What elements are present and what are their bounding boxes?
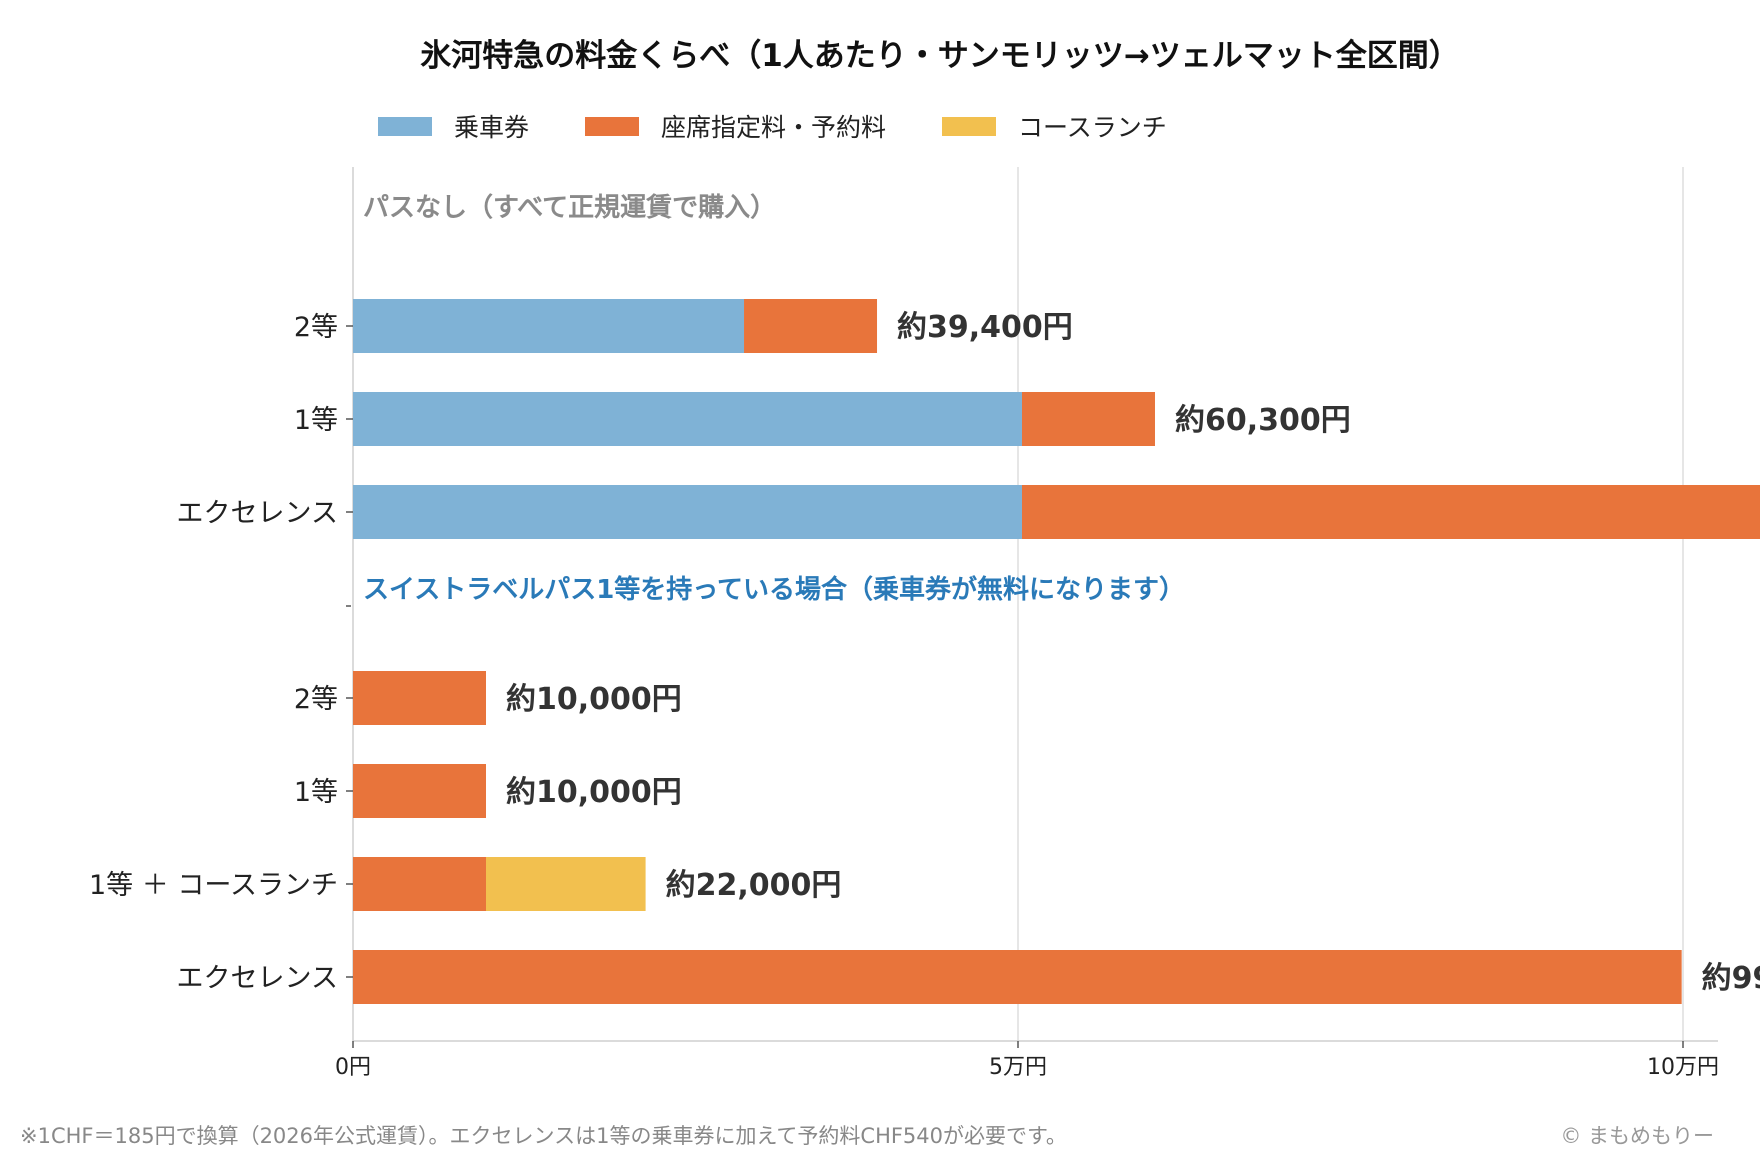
- group-heading-1: スイストラベルパス1等を持っている場合（乗車券が無料になります）: [363, 574, 1185, 605]
- legend-swatch-ticket: [378, 116, 432, 136]
- credit: © まもめもりー: [1560, 1124, 1714, 1148]
- total-label-0-0: 約39,400円: [897, 310, 1073, 345]
- category-label-0-0: 2等: [294, 312, 338, 343]
- legend: 乗車券 座席指定料・予約料 コースランチ: [378, 108, 1223, 144]
- bar-segment-reservation-1-2: [353, 857, 486, 911]
- bar-segment-reservation-0-1: [1021, 392, 1155, 446]
- total-label-1-0: 約10,000円: [506, 682, 682, 717]
- x-tick-label-2: 10万円: [1647, 1055, 1719, 1080]
- bar-segment-ticket-0-1: [353, 392, 1022, 446]
- bar-segment-ticket-0-2: [353, 485, 1022, 539]
- legend-label-ticket: 乗車券: [454, 113, 530, 142]
- total-label-1-2: 約22,000円: [666, 868, 842, 903]
- total-label-1-1: 約10,000円: [506, 775, 682, 810]
- x-tick-label-1: 5万円: [989, 1055, 1047, 1080]
- bar-segment-reservation-0-2: [1021, 485, 1760, 539]
- category-label-1-2: 1等 ＋ コースランチ: [89, 870, 338, 901]
- chart-title: 氷河特急の料金くらべ（1人あたり・サンモリッツ→ツェルマット全区間）: [420, 38, 1460, 74]
- legend-item-reservation: 座席指定料・予約料: [585, 108, 886, 144]
- bar-segment-reservation-1-3: [353, 950, 1682, 1004]
- category-label-1-3: エクセレンス: [177, 963, 338, 994]
- bar-segment-reservation-0-0: [744, 299, 878, 353]
- group-heading-0: パスなし（すべて正規運賃で購入）: [363, 193, 776, 223]
- legend-item-ticket: 乗車券: [378, 108, 529, 144]
- total-label-0-1: 約60,300円: [1175, 403, 1351, 438]
- legend-item-lunch: コースランチ: [942, 108, 1167, 144]
- bar-segment-ticket-0-0: [353, 299, 745, 353]
- bar-segment-reservation-1-1: [353, 764, 486, 818]
- legend-label-reservation: 座席指定料・予約料: [661, 113, 887, 142]
- category-label-0-2: エクセレンス: [177, 498, 338, 529]
- category-label-1-0: 2等: [294, 684, 338, 715]
- category-label-0-1: 1等: [294, 405, 338, 436]
- legend-swatch-reservation: [585, 116, 640, 136]
- bar-segment-lunch-1-2: [486, 857, 646, 911]
- bar-segment-reservation-1-0: [353, 671, 486, 725]
- x-tick-label-0: 0円: [335, 1055, 371, 1080]
- category-label-1-1: 1等: [294, 777, 338, 808]
- legend-label-lunch: コースランチ: [1018, 113, 1167, 142]
- total-label-1-3: 約99,900円: [1702, 961, 1760, 996]
- footnote: ※1CHF＝185円で換算（2026年公式運賃）。エクセレンスは1等の乗車券に加…: [20, 1124, 1067, 1148]
- legend-swatch-lunch: [942, 116, 997, 136]
